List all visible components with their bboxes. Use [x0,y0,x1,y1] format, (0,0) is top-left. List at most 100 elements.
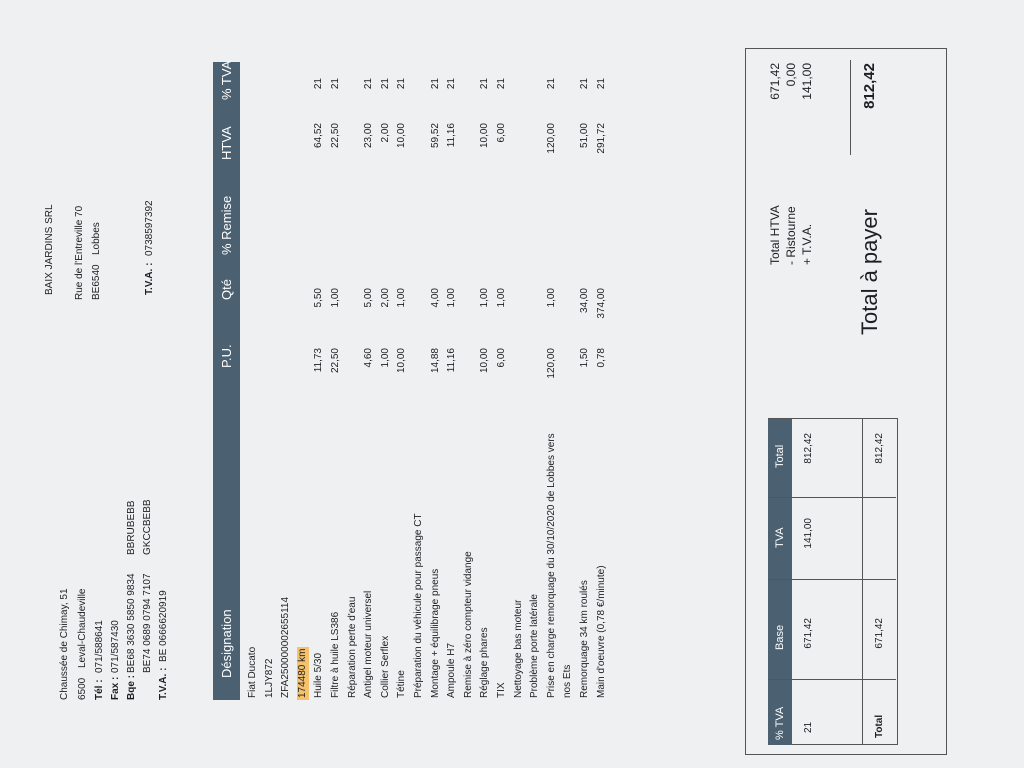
quantity: 1,00 [330,288,341,308]
seller-city: Leval-Chaudeville [77,588,88,669]
amount: 291,72 [595,123,607,154]
quantity: 2,00 [379,288,391,308]
amount: 2,00 [379,123,391,143]
vat-base: 671,42 [803,618,814,649]
seller-bank: BE74 0689 0794 7107 [142,573,153,673]
designation: nos Ets [562,664,574,698]
quantity: 1,00 [545,288,557,308]
divider [850,60,851,155]
amount: 11,16 [446,123,458,148]
vat-rate: 21 [803,721,814,733]
vat-rate: 21 [363,78,375,90]
divider [768,679,896,680]
designation: Main d'oeuvre (0,78 €/minute) [595,565,607,698]
total-label: Total [874,714,885,738]
designation: Réglage phares [479,627,491,698]
designation: Préparation du véhicule pour passage CT [413,513,424,698]
seller-street: Chaussée de Chimay, 51 [59,588,70,700]
column-header: P.U. [219,344,234,368]
column-header: % TVA [219,60,234,100]
amount: 10,00 [479,123,491,149]
designation: Montage + équilibrage pneus [429,568,441,698]
seller-fax: 071/587430 [110,620,121,673]
seller-bank: BE68 3630 5850 9834 [126,573,137,673]
seller-bic: GKCCBEBB [142,499,153,555]
label: Tél : [94,679,105,700]
designation: Réparation perte d'eau [346,596,358,698]
label: T.V.A. : [144,262,155,295]
vat-rate: 21 [446,78,458,90]
designation: Huile 5/30 [313,652,325,698]
quantity: 1,00 [446,288,458,308]
amount: 10,00 [396,123,408,149]
designation: Nettoyage bas moteur [512,599,524,698]
column-header: Base [774,624,786,650]
designation: Remorquage 34 km roulés [579,580,590,698]
designation: Fiat Ducato [247,646,258,698]
designation: 1LJY872 [263,658,275,698]
divider [768,579,896,580]
pay-label: Total à payer [857,209,882,335]
quantity: 5,50 [313,288,325,308]
designation: Problème porte latérale [529,594,541,698]
designation: TIX [496,682,507,698]
quantity: 374,00 [595,288,607,319]
column-header: TVA [774,527,786,548]
column-header: HTVA [219,126,234,160]
pay-value: 812,42 [861,63,878,109]
quantity: 1,00 [496,288,507,308]
vat-amount: 141,00 [803,518,814,549]
unit-price: 10,00 [479,348,491,374]
vat-rate: 21 [496,78,507,90]
total-total: 812,42 [874,433,885,464]
total-label: + T.V.A. [800,223,814,265]
unit-price: 14,88 [429,348,441,374]
designation: Filtre à huile LS386 [330,611,341,698]
total-value: 671,42 [768,63,782,100]
designation: Ampoule H7 [446,642,458,698]
seller-postcode: 6500 [77,677,88,700]
designation: Collier Serflex [379,635,391,698]
total-base: 671,42 [874,618,885,649]
designation: ZFA250000002655114 [280,596,292,698]
column-header: Désignation [219,609,234,678]
amount: 51,00 [579,123,590,149]
seller-vat: BE 0666620919 [158,590,169,662]
unit-price: 120,00 [545,348,557,379]
vat-rate: 21 [545,78,557,90]
unit-price: 1,00 [379,348,391,368]
quantity: 4,00 [429,288,441,308]
quantity: 34,00 [579,288,590,314]
unit-price: 11,73 [313,348,325,373]
unit-price: 11,16 [446,348,458,373]
quantity: 1,00 [396,288,408,308]
vat-rate: 21 [479,78,491,90]
unit-price: 0,78 [595,348,607,368]
seller-phone: 071/588641 [94,620,105,673]
designation: 174480 km [296,646,309,700]
total-label: Total HTVA [768,205,782,265]
vat-rate: 21 [579,78,590,90]
total-label: - Ristourne [784,206,798,265]
quantity: 5,00 [363,288,375,308]
divider [862,419,863,745]
vat-rate: 21 [330,78,341,90]
amount: 22,50 [330,123,341,149]
designation: Tétine [396,670,408,698]
amount: 120,00 [545,123,557,154]
unit-price: 22,50 [330,348,341,374]
vat-rate: 21 [595,78,607,90]
vat-rate: 21 [313,78,325,90]
total-value: 141,00 [800,63,814,100]
unit-price: 4,60 [363,348,375,368]
column-header: % TVA [774,706,786,740]
label: Bqe : [126,675,137,700]
vat-rate: 21 [396,78,408,90]
client-vat: 0738597392 [144,200,155,256]
column-header: % Remise [219,195,234,255]
client-postcode: BE6540 [91,264,102,300]
quantity: 1,00 [479,288,491,308]
column-header: Qté [219,279,234,300]
vat-rate: 21 [379,78,391,90]
